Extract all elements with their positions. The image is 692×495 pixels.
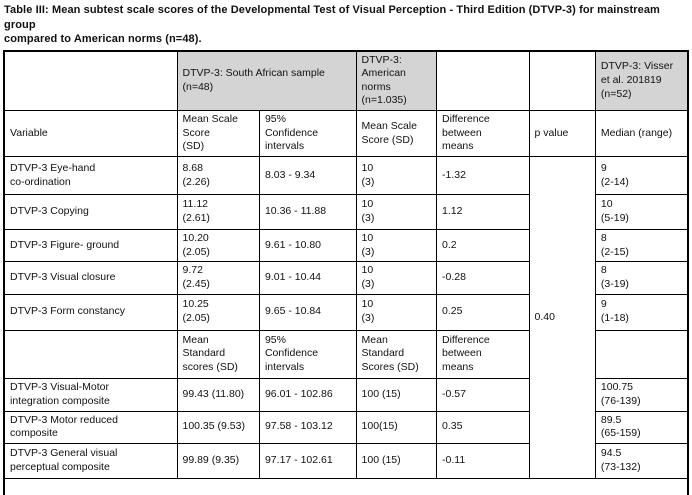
table-row-visual-closure: DTVP-3 Visual closure 9.72 (2.45) 9.01 -… [3, 261, 689, 295]
median-cell: 10 (5-19) [594, 194, 689, 231]
ci-cell: 96.01 - 102.86 [258, 377, 357, 412]
column-header-median: Median (range) [594, 110, 689, 158]
footnote-row: Statistically Significant p≤ 0.05* SD = … [3, 477, 689, 495]
diff-cell: 0.2 [436, 229, 530, 263]
median-cell: 94.5 (73-132) [594, 442, 689, 479]
ci-cell: 97.17 - 102.61 [258, 442, 357, 479]
composite-header-mean-standard: Mean Standard scores (SD) [176, 329, 260, 379]
dtvp3-results-table: DTVP-3: South African sample (n=48) DTVP… [3, 49, 689, 495]
group-header-visser: DTVP-3: Visser et al. 201819 (n=52) [594, 50, 689, 112]
diff-cell: -1.32 [436, 156, 530, 196]
ci-cell: 9.65 - 10.84 [258, 293, 357, 331]
diff-cell: -0.28 [436, 261, 530, 295]
ci-cell: 9.61 - 10.80 [258, 229, 357, 263]
diff-cell: 1.12 [436, 194, 530, 231]
mean-cell: 11.12 (2.61) [176, 194, 260, 231]
norm-mean-cell: 10 (3) [355, 229, 438, 263]
diff-cell: 0.25 [436, 293, 530, 331]
variable-cell: DTVP-3 Visual closure [3, 261, 178, 295]
table-row-visual-motor-integration: DTVP-3 Visual-Motor integration composit… [3, 377, 689, 412]
median-cell: 9 (1-18) [594, 293, 689, 331]
median-cell: 8 (3-19) [594, 261, 689, 295]
diff-cell: -0.57 [436, 377, 530, 412]
empty-cell [528, 50, 596, 112]
composite-header-norm-mean-standard: Mean Standard Scores (SD) [355, 329, 438, 379]
column-header-row: Variable Mean Scale Score (SD) 95% Confi… [3, 110, 689, 158]
variable-cell: DTVP-3 General visual perceptual composi… [3, 442, 178, 479]
norm-mean-cell: 100 (15) [355, 377, 438, 412]
norm-mean-cell: 10 (3) [355, 261, 438, 295]
column-header-ci: 95% Confidence intervals [258, 110, 357, 158]
column-header-variable: Variable [3, 110, 178, 158]
mean-cell: 99.43 (11.80) [176, 377, 260, 412]
mean-cell: 9.72 (2.45) [176, 261, 260, 295]
composite-header-row: Mean Standard scores (SD) 95% Confidence… [3, 329, 689, 379]
column-header-mean-scale: Mean Scale Score (SD) [176, 110, 260, 158]
diff-cell: 0.35 [436, 410, 530, 444]
variable-cell: DTVP-3 Figure- ground [3, 229, 178, 263]
norm-mean-cell: 100(15) [355, 410, 438, 444]
mean-cell: 10.25 (2.05) [176, 293, 260, 331]
mean-cell: 100.35 (9.53) [176, 410, 260, 444]
diff-cell: -0.11 [436, 442, 530, 479]
ci-cell: 10.36 - 11.88 [258, 194, 357, 231]
variable-cell: DTVP-3 Eye-hand co-ordination [3, 156, 178, 196]
table-title: Table III: Mean subtest scale scores of … [4, 4, 660, 46]
column-header-norm-mean-scale: Mean Scale Score (SD) [355, 110, 438, 158]
table-row-figure-ground: DTVP-3 Figure- ground 10.20 (2.05) 9.61 … [3, 229, 689, 263]
mean-cell: 8.68 (2.26) [176, 156, 260, 196]
mean-cell: 99.89 (9.35) [176, 442, 260, 479]
norm-mean-cell: 100 (15) [355, 442, 438, 479]
variable-cell: DTVP-3 Form constancy [3, 293, 178, 331]
median-cell: 100.75 (76-139) [594, 377, 689, 412]
composite-header-ci: 95% Confidence intervals [258, 329, 357, 379]
group-header-american-norms: DTVP-3: American norms (n=1.035) [355, 50, 438, 112]
p-value-cell: 0.40 [528, 156, 596, 479]
median-cell: 8 (2-15) [594, 229, 689, 263]
ci-cell: 9.01 - 10.44 [258, 261, 357, 295]
table-row-eye-hand: DTVP-3 Eye-hand co-ordination 8.68 (2.26… [3, 156, 689, 479]
variable-cell: DTVP-3 Motor reduced composite [3, 410, 178, 444]
variable-cell: DTVP-3 Copying [3, 194, 178, 231]
group-header-row: DTVP-3: South African sample (n=48) DTVP… [3, 50, 689, 112]
mean-cell: 10.20 (2.05) [176, 229, 260, 263]
empty-cell [594, 329, 689, 379]
table-row-copying: DTVP-3 Copying 11.12 (2.61) 10.36 - 11.8… [3, 194, 689, 231]
footnote-cell: Statistically Significant p≤ 0.05* SD = … [3, 477, 689, 495]
median-cell: 9 (2-14) [594, 156, 689, 196]
group-header-south-african: DTVP-3: South African sample (n=48) [176, 50, 357, 112]
empty-cell [436, 50, 530, 112]
table-row-form-constancy: DTVP-3 Form constancy 10.25 (2.05) 9.65 … [3, 293, 689, 331]
empty-cell [3, 329, 178, 379]
table-row-motor-reduced: DTVP-3 Motor reduced composite 100.35 (9… [3, 410, 689, 444]
norm-mean-cell: 10 (3) [355, 194, 438, 231]
empty-cell [3, 50, 178, 112]
ci-cell: 97.58 - 103.12 [258, 410, 357, 444]
composite-header-difference: Difference between means [436, 329, 530, 379]
column-header-p-value: p value [528, 110, 596, 158]
column-header-difference: Difference between means [436, 110, 530, 158]
median-cell: 89.5 (65-159) [594, 410, 689, 444]
norm-mean-cell: 10 (3) [355, 156, 438, 196]
table-row-general-visual-perceptual: DTVP-3 General visual perceptual composi… [3, 442, 689, 479]
variable-cell: DTVP-3 Visual-Motor integration composit… [3, 377, 178, 412]
ci-cell: 8.03 - 9.34 [258, 156, 357, 196]
norm-mean-cell: 10 (3) [355, 293, 438, 331]
